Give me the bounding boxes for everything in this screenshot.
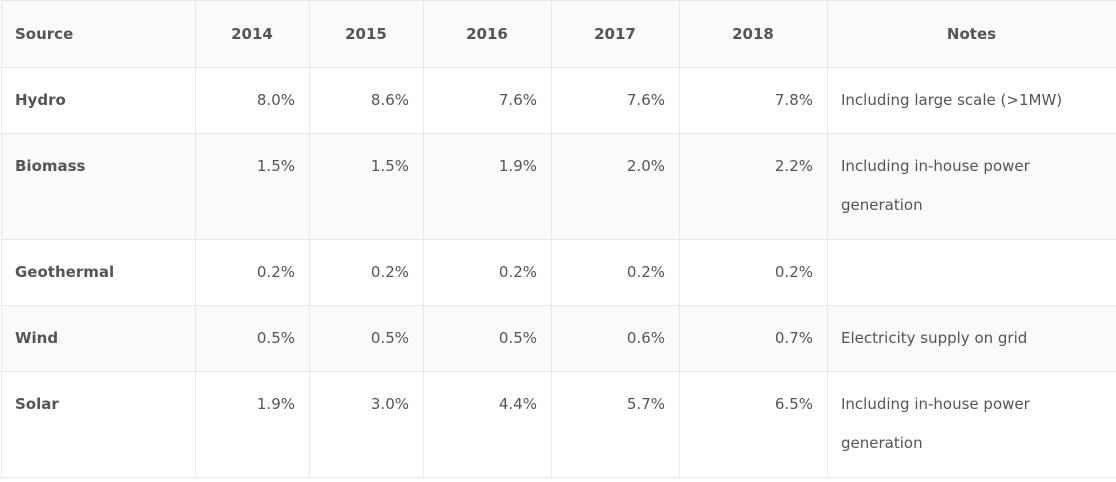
- table-row: Wind 0.5% 0.5% 0.5% 0.6% 0.7% Electricit…: [1, 305, 1116, 372]
- source-cell: Solar: [1, 371, 196, 478]
- header-row: Source 2014 2015 2016 2017 2018 Notes: [1, 0, 1116, 68]
- column-header-source: Source: [1, 0, 196, 68]
- value-cell: 6.5%: [679, 371, 828, 478]
- value-cell: 7.8%: [679, 67, 828, 134]
- value-cell: 2.0%: [551, 133, 680, 240]
- note-cell: Including in-house power generation: [827, 371, 1116, 478]
- value-cell: 0.5%: [195, 305, 310, 372]
- column-header-2015: 2015: [309, 0, 424, 68]
- value-cell: 0.2%: [551, 239, 680, 306]
- source-cell: Wind: [1, 305, 196, 372]
- value-cell: 0.2%: [195, 239, 310, 306]
- source-cell: Hydro: [1, 67, 196, 134]
- note-cell: Electricity supply on grid: [827, 305, 1116, 372]
- value-cell: 1.9%: [423, 133, 552, 240]
- value-cell: 1.9%: [195, 371, 310, 478]
- value-cell: 7.6%: [423, 67, 552, 134]
- value-cell: 8.6%: [309, 67, 424, 134]
- column-header-notes: Notes: [827, 0, 1116, 68]
- table-row: Hydro 8.0% 8.6% 7.6% 7.6% 7.8% Including…: [1, 67, 1116, 134]
- source-cell: Geothermal: [1, 239, 196, 306]
- value-cell: 3.0%: [309, 371, 424, 478]
- value-cell: 1.5%: [195, 133, 310, 240]
- column-header-2018: 2018: [679, 0, 828, 68]
- column-header-2014: 2014: [195, 0, 310, 68]
- column-header-2017: 2017: [551, 0, 680, 68]
- note-cell: Including in-house power generation: [827, 133, 1116, 240]
- value-cell: 0.5%: [309, 305, 424, 372]
- value-cell: 2.2%: [679, 133, 828, 240]
- value-cell: 0.6%: [551, 305, 680, 372]
- value-cell: 5.7%: [551, 371, 680, 478]
- column-header-2016: 2016: [423, 0, 552, 68]
- value-cell: 8.0%: [195, 67, 310, 134]
- value-cell: 7.6%: [551, 67, 680, 134]
- table-row: Biomass 1.5% 1.5% 1.9% 2.0% 2.2% Includi…: [1, 133, 1116, 240]
- value-cell: 0.7%: [679, 305, 828, 372]
- value-cell: 1.5%: [309, 133, 424, 240]
- value-cell: 4.4%: [423, 371, 552, 478]
- value-cell: 0.2%: [423, 239, 552, 306]
- note-cell: [827, 239, 1116, 306]
- value-cell: 0.5%: [423, 305, 552, 372]
- value-cell: 0.2%: [309, 239, 424, 306]
- table-row: Solar 1.9% 3.0% 4.4% 5.7% 6.5% Including…: [1, 371, 1116, 478]
- note-cell: Including large scale (>1MW): [827, 67, 1116, 134]
- source-cell: Biomass: [1, 133, 196, 240]
- table-row: Geothermal 0.2% 0.2% 0.2% 0.2% 0.2%: [1, 239, 1116, 306]
- value-cell: 0.2%: [679, 239, 828, 306]
